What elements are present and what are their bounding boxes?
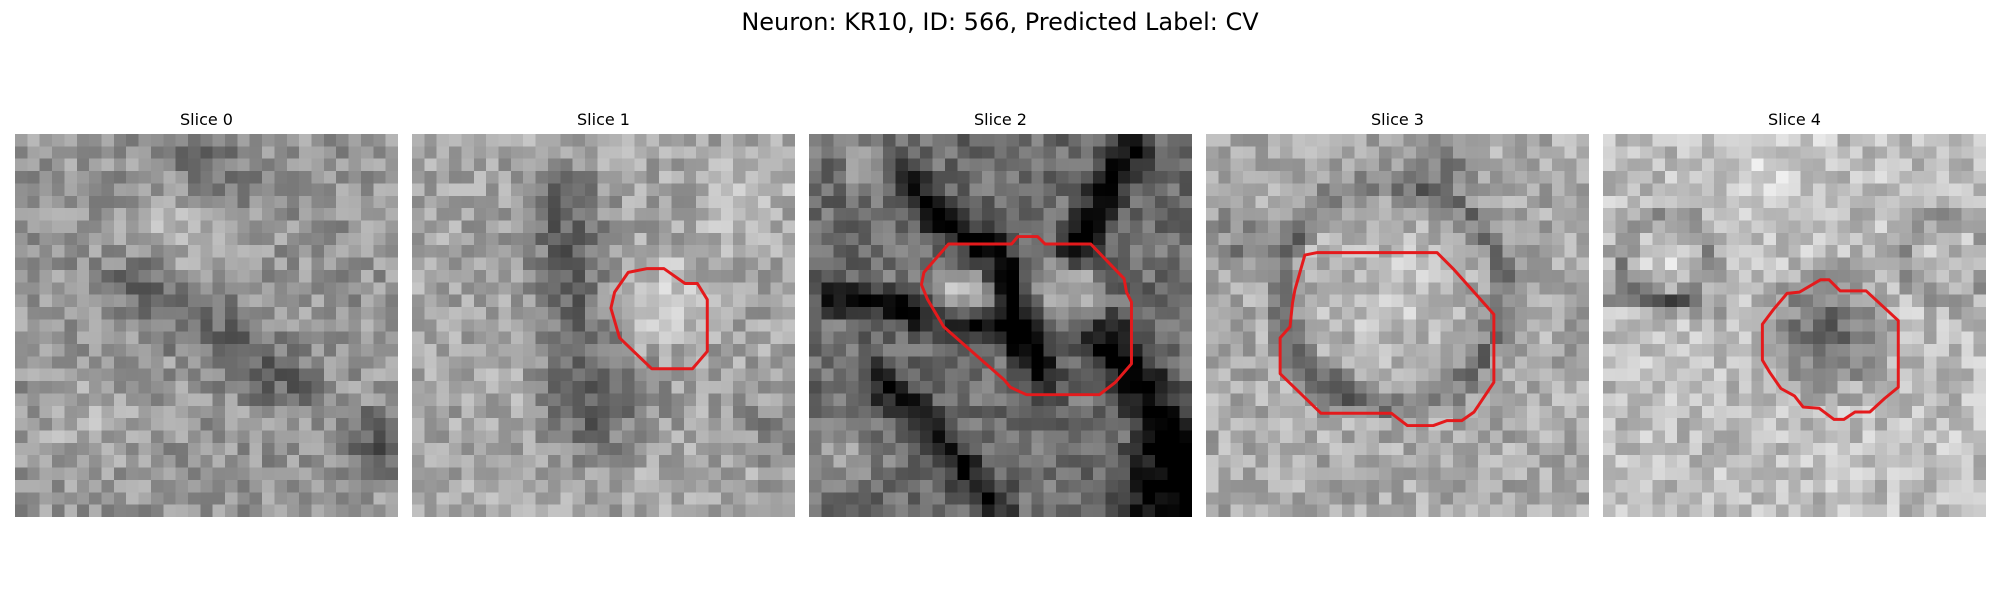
figure-title: Neuron: KR10, ID: 566, Predicted Label: … <box>741 8 1259 36</box>
pixel-grid-3 <box>1206 134 1589 517</box>
roi-contour-2 <box>919 235 1133 397</box>
slice-panel-0: Slice 0 <box>15 110 398 520</box>
roi-contour-1 <box>609 267 709 371</box>
slice-panel-3: Slice 3 <box>1206 110 1589 520</box>
slice-image-0 <box>15 134 398 517</box>
slice-title-3: Slice 3 <box>1371 110 1424 129</box>
pixel-grid-2 <box>809 134 1192 517</box>
slice-image-3 <box>1206 134 1589 517</box>
slice-image-2 <box>809 134 1192 517</box>
roi-contour-4 <box>1760 278 1900 421</box>
roi-contour-3 <box>1278 251 1496 428</box>
slice-image-4 <box>1603 134 1986 517</box>
slice-title-2: Slice 2 <box>974 110 1027 129</box>
pixel-grid-0 <box>15 134 398 517</box>
slice-panel-1: Slice 1 <box>412 110 795 520</box>
slice-title-4: Slice 4 <box>1768 110 1821 129</box>
slice-panel-2: Slice 2 <box>809 110 1192 520</box>
slice-title-0: Slice 0 <box>180 110 233 129</box>
slice-image-1 <box>412 134 795 517</box>
pixel-grid-1 <box>412 134 795 517</box>
slice-title-1: Slice 1 <box>577 110 630 129</box>
pixel-grid-4 <box>1603 134 1986 517</box>
slice-panel-4: Slice 4 <box>1603 110 1986 520</box>
